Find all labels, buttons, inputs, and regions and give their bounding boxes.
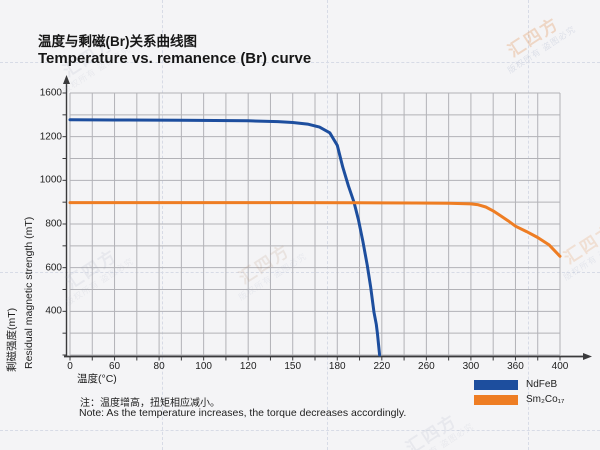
legend-label-sm2co17: Sm₂Co₁₇ bbox=[526, 394, 565, 405]
chart-title-zh: 温度与剩磁(Br)关系曲线图 bbox=[38, 34, 197, 49]
x-tick-label: 180 bbox=[328, 361, 346, 372]
guide-line bbox=[327, 0, 328, 450]
x-tick-label: 400 bbox=[551, 361, 569, 372]
x-tick-label: 360 bbox=[507, 361, 524, 372]
x-axis-title: 温度(°C) bbox=[77, 373, 117, 385]
y-tick-label: 1000 bbox=[39, 174, 62, 186]
y-tick-label: 400 bbox=[45, 305, 62, 317]
chart-title-en: Temperature vs. remanence (Br) curve bbox=[38, 50, 312, 67]
x-tick-label: 80 bbox=[153, 361, 165, 372]
y-axis-title-zh: 剩磁强度(mT) bbox=[6, 307, 18, 372]
series-line-sm2co17 bbox=[68, 201, 562, 258]
y-tick-label: 600 bbox=[45, 262, 62, 274]
legend: NdFeB Sm₂Co₁₇ bbox=[474, 379, 564, 409]
y-tick-label: 800 bbox=[45, 218, 62, 230]
y-tick-label: 1200 bbox=[39, 131, 62, 143]
series-line-ndfeb bbox=[68, 118, 382, 357]
x-tick-label: 0 bbox=[67, 361, 73, 372]
x-tick-label: 300 bbox=[462, 361, 480, 372]
guide-line bbox=[0, 430, 600, 431]
x-tick-label: 220 bbox=[373, 361, 391, 372]
x-tick-label: 260 bbox=[418, 361, 435, 372]
x-tick-label: 150 bbox=[284, 361, 302, 372]
x-tick-label: 120 bbox=[239, 361, 257, 372]
y-axis-tick-labels: 400 600 800 1000 1200 1600 bbox=[0, 0, 62, 450]
guide-line bbox=[162, 0, 163, 450]
x-tick-label: 100 bbox=[195, 361, 212, 372]
legend-swatch-ndfeb bbox=[474, 379, 518, 390]
x-tick-label: 60 bbox=[108, 361, 121, 372]
legend-item-ndfeb: NdFeB bbox=[474, 379, 564, 390]
guide-line bbox=[528, 0, 529, 450]
x-axis-tick-labels: 0 60 80 100 120 150 180 220 260 300 360 400 bbox=[0, 361, 600, 373]
legend-label-ndfeb: NdFeB bbox=[526, 379, 558, 390]
legend-swatch-sm2co17 bbox=[474, 394, 518, 405]
note-zh: 注：温度增高，扭矩相应减小。 bbox=[80, 398, 220, 409]
y-tick-label: 1600 bbox=[39, 87, 62, 99]
guide-line bbox=[0, 62, 600, 63]
legend-item-sm2co17: Sm₂Co₁₇ bbox=[474, 394, 564, 405]
guide-line bbox=[0, 272, 600, 273]
note-en: Note: As the temperature increases, the … bbox=[79, 407, 407, 419]
y-axis-title-en: Residual magnetic strength (mT) bbox=[23, 216, 35, 369]
